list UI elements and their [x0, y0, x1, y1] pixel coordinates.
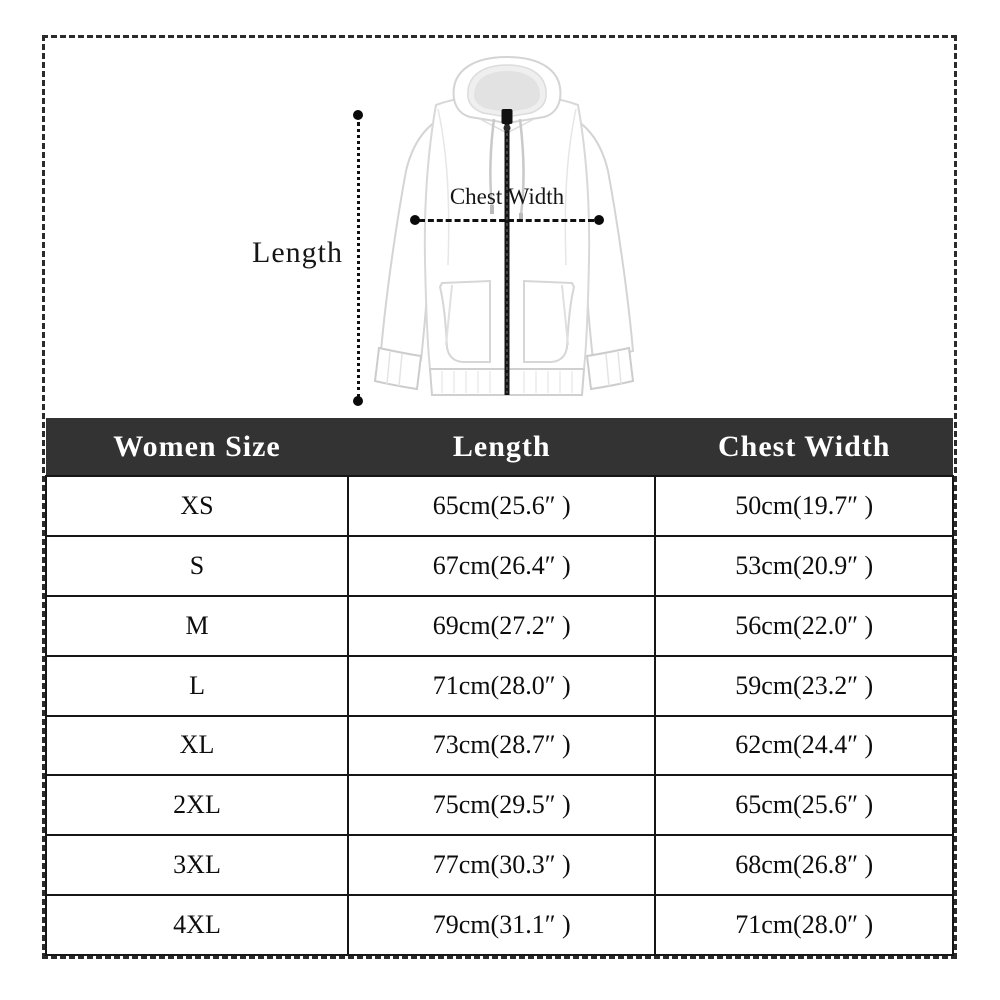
length-cell: 69cm(27.2″ )	[347, 594, 657, 657]
length-cell: 79cm(31.1″ )	[347, 894, 657, 956]
header-chest-width: Chest Width	[655, 418, 953, 476]
length-cell: 77cm(30.3″ )	[347, 834, 657, 897]
size-cell: 2XL	[44, 774, 350, 837]
length-line-bottom-dot	[353, 396, 363, 406]
size-cell: S	[44, 534, 350, 597]
header-length: Length	[348, 418, 656, 476]
hoodie-illustration	[373, 55, 635, 396]
table-row: 2XL 75cm(29.5″ ) 65cm(25.6″ )	[44, 774, 954, 837]
table-row: S 67cm(26.4″ ) 53cm(20.9″ )	[44, 534, 954, 597]
length-cell: 75cm(29.5″ )	[347, 774, 657, 837]
chest-cell: 71cm(28.0″ )	[654, 894, 954, 956]
size-cell: 3XL	[44, 834, 350, 897]
dashed-border-frame: Length Chest Width Women Size Length Che…	[42, 35, 957, 959]
table-row: L 71cm(28.0″ ) 59cm(23.2″ )	[44, 654, 954, 717]
size-cell: M	[44, 594, 350, 657]
size-table: Women Size Length Chest Width XS 65cm(25…	[44, 418, 954, 956]
table-row: 3XL 77cm(30.3″ ) 68cm(26.8″ )	[44, 834, 954, 897]
chest-cell: 56cm(22.0″ )	[654, 594, 954, 657]
chest-cell: 59cm(23.2″ )	[654, 654, 954, 717]
chest-width-label: Chest Width	[449, 184, 565, 209]
table-row: 4XL 79cm(31.1″ ) 71cm(28.0″ )	[44, 894, 954, 956]
table-row: XS 65cm(25.6″ ) 50cm(19.7″ )	[44, 475, 954, 537]
length-cell: 71cm(28.0″ )	[347, 654, 657, 717]
table-row: M 69cm(27.2″ ) 56cm(22.0″ )	[44, 594, 954, 657]
table-row: XL 73cm(28.7″ ) 62cm(24.4″ )	[44, 714, 954, 777]
length-line-top-dot	[353, 110, 363, 120]
length-cell: 67cm(26.4″ )	[347, 534, 657, 597]
length-label: Length	[252, 236, 343, 269]
chest-cell: 65cm(25.6″ )	[654, 774, 954, 837]
size-cell: XL	[44, 714, 350, 777]
length-cell: 73cm(28.7″ )	[347, 714, 657, 777]
length-cell: 65cm(25.6″ )	[347, 475, 657, 537]
measurement-figure: Length Chest Width	[45, 38, 954, 418]
table-header-row: Women Size Length Chest Width	[46, 418, 953, 476]
header-women-size: Women Size	[46, 418, 349, 476]
chest-line-left-dot	[410, 215, 420, 225]
chest-cell: 53cm(20.9″ )	[654, 534, 954, 597]
chest-cell: 50cm(19.7″ )	[654, 475, 954, 537]
size-cell: 4XL	[44, 894, 350, 956]
chest-line-right-dot	[594, 215, 604, 225]
chest-cell: 62cm(24.4″ )	[654, 714, 954, 777]
size-cell: XS	[44, 475, 350, 537]
chest-cell: 68cm(26.8″ )	[654, 834, 954, 897]
size-cell: L	[44, 654, 350, 717]
length-measure-line	[357, 122, 360, 398]
chest-width-measure-line	[419, 219, 594, 222]
